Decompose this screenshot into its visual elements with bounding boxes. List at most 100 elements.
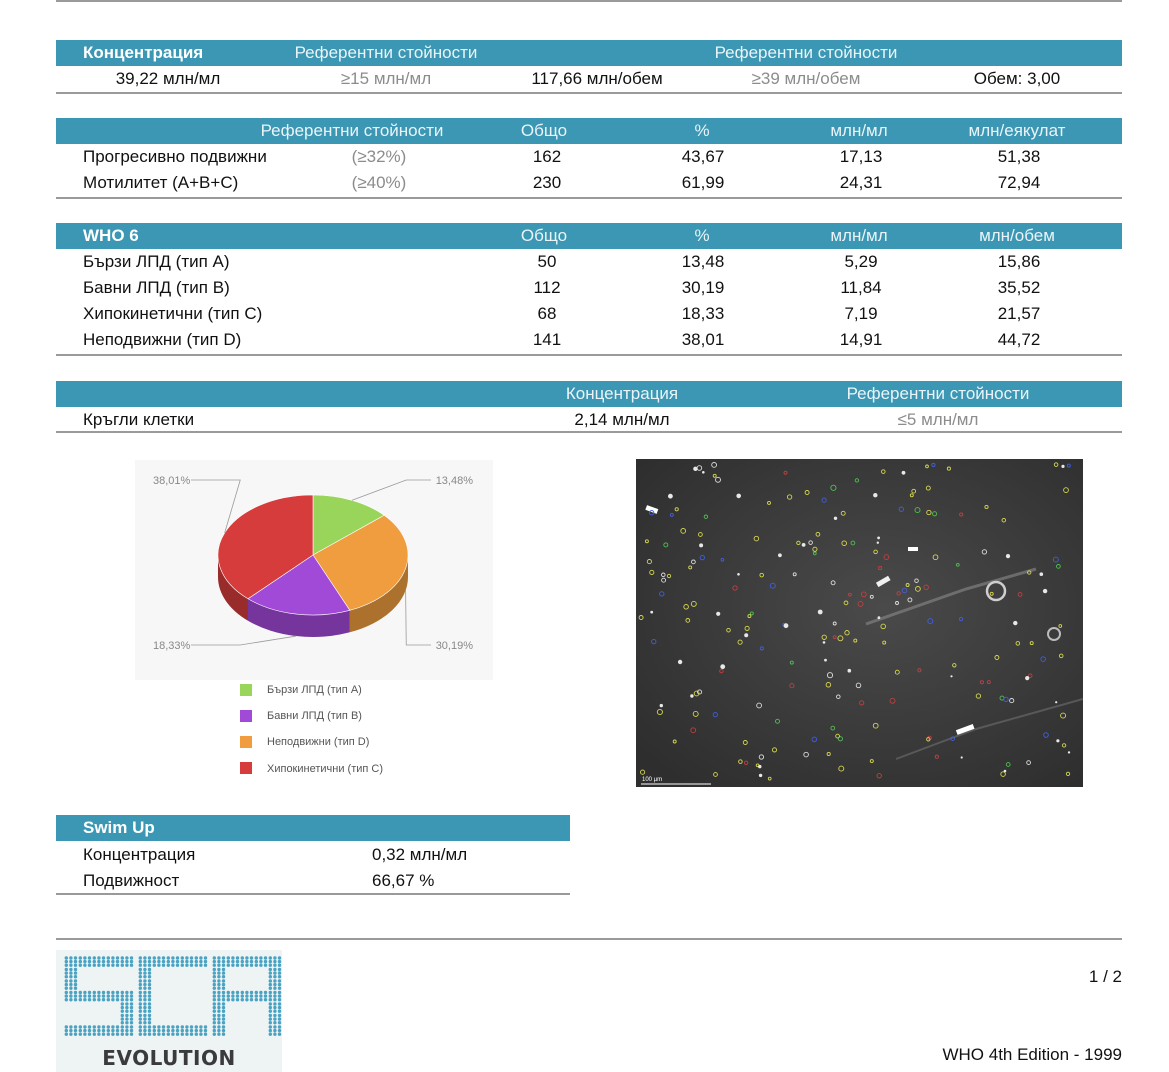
- row-mln-volume: 35,52: [997, 278, 1041, 297]
- swim-up-title: Swim Up: [83, 818, 155, 837]
- who-header: WHO 6: [83, 226, 139, 245]
- row-mln-ejaculate: 72,94: [997, 173, 1041, 192]
- table-row: Подвижност 66,67 %: [0, 868, 600, 894]
- row-mln-ml: 7,19: [844, 304, 878, 323]
- legend-label: Бавни ЛПД (тип B): [267, 710, 362, 722]
- table-row: Бавни ЛПД (тип B) 112 30,19 11,84 35,52: [0, 275, 1169, 301]
- row-reference: (≥32%): [351, 147, 407, 166]
- motility-percent-header: %: [694, 121, 710, 140]
- page-number: 1 / 2: [1088, 967, 1122, 986]
- pie-slice-side: [349, 555, 408, 633]
- pie-leader-line: [191, 479, 241, 534]
- row-label: Мотилитет (A+B+C): [83, 173, 239, 192]
- row-label: Концентрация: [83, 845, 196, 864]
- pie-legend: Бързи ЛПД (тип A) Бавни ЛПД (тип B) Непо…: [240, 683, 460, 783]
- round-concentration-header: Концентрация: [565, 384, 679, 403]
- row-mln-ml: 24,31: [839, 173, 883, 192]
- row-mln-ejaculate: 51,38: [997, 147, 1041, 166]
- row-percent: 61,99: [681, 173, 725, 192]
- who-mln-volume-header: млн/обем: [979, 226, 1055, 245]
- pie-slice: [312, 514, 409, 611]
- round-cells-header-bar: Концентрация Референтни стойности: [56, 381, 1122, 407]
- legend-label: Неподвижни (тип D): [267, 736, 370, 748]
- pie-slice: [247, 554, 351, 616]
- row-value: 66,67 %: [372, 871, 435, 890]
- round-cells-row: Кръгли клетки 2,14 млн/мл ≤5 млн/мл: [0, 407, 1169, 433]
- legend-swatch: [240, 736, 252, 748]
- round-cells-rule: [56, 431, 1122, 433]
- motility-rule: [56, 197, 1122, 199]
- row-mln-volume: 21,57: [997, 304, 1041, 323]
- logo-subtext: EVOLUTION: [102, 1046, 236, 1070]
- who-rule: [56, 354, 1122, 356]
- swim-up-header-bar: Swim Up: [56, 815, 570, 841]
- who-total-header: Общо: [520, 226, 568, 245]
- row-total: 230: [532, 173, 562, 192]
- row-total: 50: [537, 252, 557, 271]
- row-percent: 30,19: [681, 278, 725, 297]
- pie-value-label: 38,01%: [153, 475, 191, 487]
- who-mln-ml-header: млн/мл: [830, 226, 888, 245]
- pie-value-label: 13,48%: [436, 475, 474, 487]
- row-label: Подвижност: [83, 871, 180, 890]
- sca-logo-mark: [64, 956, 282, 1036]
- round-cells-label: Кръгли клетки: [83, 410, 195, 429]
- sca-logo: EVOLUTION: [56, 950, 282, 1072]
- row-total: 162: [532, 147, 562, 166]
- table-row: Мотилитет (A+B+C) (≥40%) 230 61,99 24,31…: [0, 170, 1169, 196]
- row-mln-volume: 44,72: [997, 330, 1041, 349]
- row-reference: (≥40%): [351, 173, 407, 192]
- motility-reference-header: Референтни стойности: [260, 121, 444, 140]
- row-percent: 13,48: [681, 252, 725, 271]
- table-row: Прогресивно подвижни (≥32%) 162 43,67 17…: [0, 144, 1169, 170]
- motility-mln-ml-header: млн/мл: [830, 121, 888, 140]
- round-reference-header: Референтни стойности: [846, 384, 1030, 403]
- row-mln-ml: 17,13: [839, 147, 883, 166]
- scale-label: 100 µm: [642, 777, 662, 783]
- volume-value: Обем: 3,00: [973, 69, 1061, 88]
- round-cell: [1047, 627, 1061, 641]
- row-label: Бързи ЛПД (тип A): [83, 252, 230, 271]
- pie-chart-svg: 13,48% 30,19% 18,33% 38,01%: [153, 475, 474, 652]
- pie-slice-side: [247, 598, 350, 637]
- row-label: Хипокинетични (тип C): [83, 304, 263, 323]
- row-total: 112: [533, 278, 561, 297]
- microscope-image: 100 µm: [636, 459, 1083, 787]
- reference-values-header-2: Референтни стойности: [714, 43, 898, 62]
- row-mln-ml: 11,84: [840, 278, 882, 297]
- table-row: Хипокинетични (тип C) 68 18,33 7,19 21,5…: [0, 301, 1169, 327]
- row-mln-volume: 15,86: [997, 252, 1041, 271]
- row-label: Прогресивно подвижни: [83, 147, 267, 166]
- legend-swatch: [240, 684, 252, 696]
- row-label: Бавни ЛПД (тип B): [83, 278, 230, 297]
- total-per-volume-value: 117,66 млн/обем: [531, 69, 663, 88]
- pie-value-label: 18,33%: [153, 640, 191, 652]
- legend-swatch: [240, 762, 252, 774]
- concentration-rule: [56, 92, 1122, 94]
- top-rule: [56, 0, 1122, 2]
- concentration-header-bar: Концентрация Референтни стойности Рефере…: [56, 40, 1122, 66]
- pie-leader-line: [351, 479, 431, 501]
- pie-value-label: 30,19%: [436, 640, 474, 652]
- pie-leader-line: [191, 635, 297, 646]
- round-cells-value: 2,14 млн/мл: [574, 410, 670, 429]
- round-cells-reference: ≤5 млн/мл: [897, 410, 979, 429]
- concentration-header: Концентрация: [83, 43, 204, 62]
- who-percent-header: %: [694, 226, 710, 245]
- pie-leader-line: [405, 590, 431, 646]
- pie-slice: [312, 494, 385, 556]
- row-percent: 38,01: [681, 330, 725, 349]
- table-row: Бързи ЛПД (тип A) 50 13,48 5,29 15,86: [0, 249, 1169, 275]
- motility-total-header: Общо: [520, 121, 568, 140]
- round-cell: [985, 580, 1007, 602]
- swim-up-rule: [56, 893, 570, 895]
- row-mln-ml: 5,29: [844, 252, 878, 271]
- concentration-row: 39,22 млн/мл ≥15 млн/мл 117,66 млн/обем …: [0, 66, 1169, 92]
- edition-note: WHO 4th Edition - 1999: [942, 1045, 1122, 1064]
- legend-label: Хипокинетични (тип C): [267, 763, 383, 775]
- pie-chart: 13,48% 30,19% 18,33% 38,01%: [135, 460, 493, 680]
- table-row: Неподвижни (тип D) 141 38,01 14,91 44,72: [0, 327, 1169, 353]
- table-row: Концентрация 0,32 млн/мл: [0, 842, 600, 868]
- legend-label: Бързи ЛПД (тип A): [267, 684, 362, 696]
- concentration-value: 39,22 млн/мл: [115, 69, 221, 88]
